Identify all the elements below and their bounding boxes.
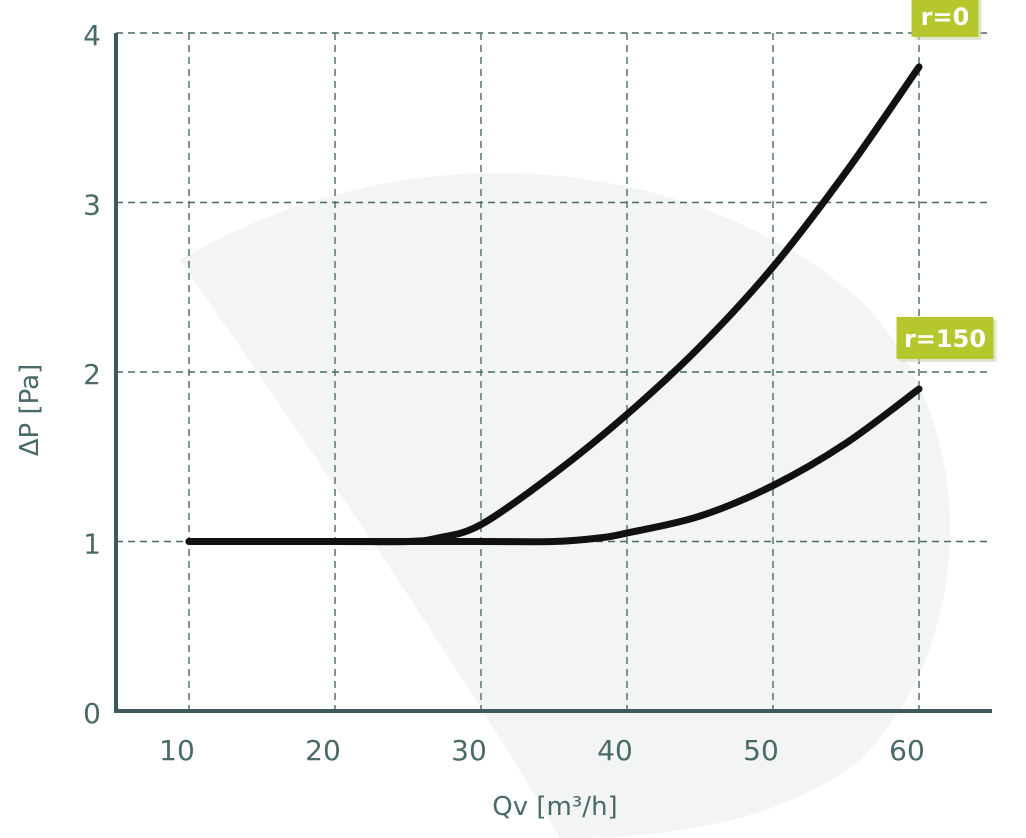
x-tick-label: 50 [743,734,779,767]
series-lines [185,63,923,546]
x-axis-label: Qv [m³/h] [492,792,617,822]
series-line-r-150 [185,385,923,546]
chart-background [180,172,950,838]
x-tick-label: 20 [305,734,341,767]
background-swoosh [180,172,950,838]
series-badge: r=0 [911,0,982,40]
y-tick-label: 2 [83,358,101,391]
series-badge: r=150 [896,316,997,362]
y-axis-label: ΔP [Pa] [15,364,45,456]
series-badge-box [911,0,979,37]
y-tick-label: 4 [83,19,101,52]
y-tick-labels: 0 1 2 3 4 [83,19,101,730]
series-badge-label: r=150 [904,325,986,353]
x-tick-label: 30 [451,734,487,767]
x-tick-label: 60 [889,734,925,767]
y-tick-label: 3 [83,189,101,222]
y-tick-label: 0 [83,697,101,730]
y-tick-label: 1 [83,528,101,561]
x-tick-label: 10 [159,734,195,767]
x-tick-label: 40 [597,734,633,767]
axes [114,33,992,713]
x-tick-labels: 10 20 30 40 50 60 [159,734,925,767]
series-badges: r=0 r=150 [896,0,997,362]
series-badge-box [896,316,994,359]
series-badge-label: r=0 [921,3,970,31]
